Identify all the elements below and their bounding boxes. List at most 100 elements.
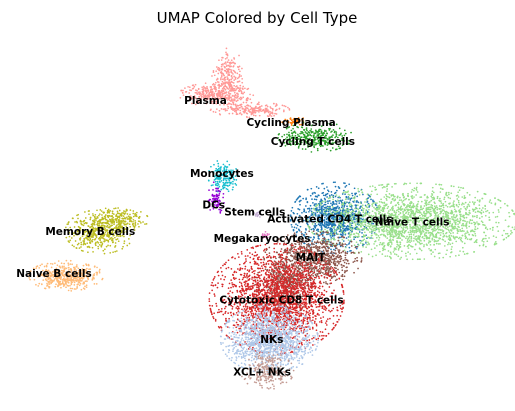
point — [413, 230, 416, 232]
point — [332, 242, 335, 245]
point — [433, 205, 436, 208]
point — [227, 107, 229, 110]
point — [218, 208, 220, 211]
point — [351, 204, 354, 207]
point — [460, 213, 462, 216]
point — [250, 101, 253, 104]
point — [237, 90, 240, 92]
point — [217, 94, 220, 97]
point — [240, 113, 243, 116]
point — [360, 260, 363, 263]
point — [326, 196, 328, 198]
point — [485, 245, 487, 248]
point — [298, 229, 301, 232]
point — [266, 233, 269, 235]
point — [318, 272, 320, 275]
point — [245, 101, 248, 104]
point — [338, 262, 340, 265]
point — [256, 103, 259, 106]
point — [240, 105, 243, 108]
point — [315, 205, 317, 208]
point — [216, 77, 219, 80]
point — [468, 205, 471, 207]
point — [415, 194, 417, 196]
point — [398, 245, 401, 248]
point — [311, 240, 313, 242]
cluster-stem-cells — [253, 211, 261, 218]
point — [302, 117, 304, 119]
point — [467, 231, 469, 234]
point — [330, 227, 333, 230]
point — [314, 192, 317, 194]
point — [210, 88, 212, 91]
point — [304, 139, 307, 142]
point — [310, 267, 313, 269]
point — [330, 237, 333, 239]
point — [446, 194, 448, 197]
point — [345, 225, 348, 228]
point — [482, 211, 485, 213]
point — [375, 188, 378, 191]
point — [462, 224, 465, 227]
point — [333, 237, 335, 240]
point — [373, 247, 376, 249]
point — [431, 190, 434, 193]
point — [333, 230, 336, 233]
point — [333, 233, 336, 235]
point — [325, 132, 328, 134]
point — [353, 260, 356, 263]
point — [511, 209, 513, 211]
point — [321, 182, 323, 185]
point — [345, 195, 348, 198]
point — [350, 203, 352, 206]
point — [342, 245, 344, 248]
point — [315, 130, 318, 133]
point — [386, 229, 389, 232]
point — [221, 205, 223, 207]
point — [341, 209, 344, 212]
point — [324, 139, 327, 142]
point — [373, 232, 376, 235]
point — [242, 101, 245, 104]
point — [292, 228, 295, 231]
point — [504, 219, 507, 222]
point — [318, 247, 321, 250]
point — [241, 108, 244, 110]
point — [317, 135, 320, 137]
point — [245, 109, 247, 112]
point — [395, 211, 398, 214]
point — [309, 144, 311, 146]
point — [287, 134, 290, 137]
point — [439, 200, 441, 203]
point — [205, 98, 208, 101]
point — [262, 236, 265, 239]
point — [458, 203, 461, 206]
point — [446, 213, 448, 216]
point — [320, 144, 323, 147]
point — [181, 92, 184, 94]
point — [216, 97, 219, 100]
point — [194, 103, 197, 106]
point — [497, 198, 499, 201]
point — [408, 211, 410, 214]
point — [334, 191, 337, 194]
point — [326, 208, 329, 211]
point — [387, 205, 390, 208]
point — [212, 171, 215, 173]
point — [384, 255, 387, 258]
point — [456, 214, 458, 217]
point — [362, 207, 364, 210]
point — [476, 221, 478, 223]
point — [226, 94, 228, 96]
point — [335, 133, 338, 135]
point — [207, 200, 210, 202]
point — [228, 181, 230, 184]
point — [391, 186, 393, 188]
point — [386, 207, 389, 210]
point — [334, 229, 337, 232]
point — [252, 94, 255, 97]
point — [433, 239, 436, 241]
point — [384, 248, 386, 251]
point — [308, 207, 311, 210]
point — [384, 234, 386, 237]
